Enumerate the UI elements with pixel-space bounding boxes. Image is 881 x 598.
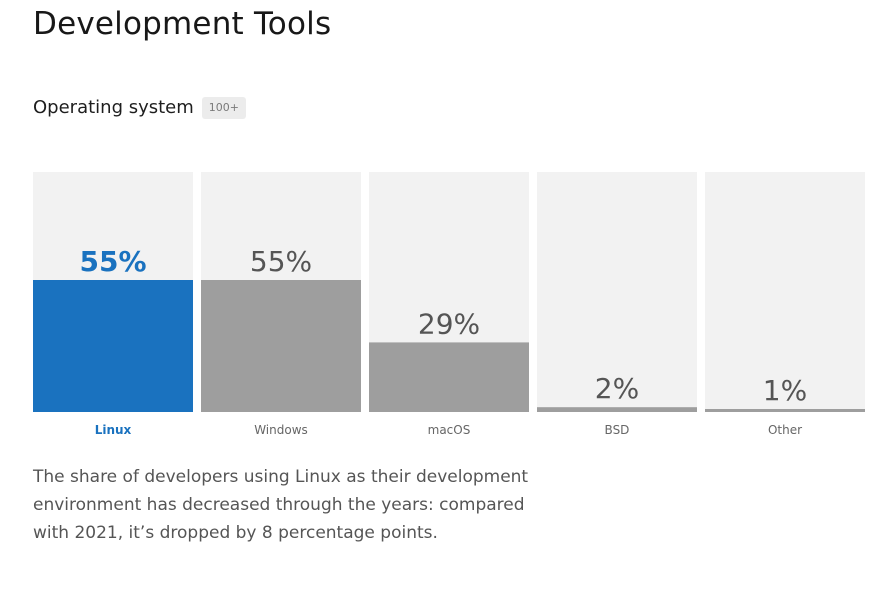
bar-bsd — [537, 407, 697, 412]
chart-description: The share of developers using Linux as t… — [33, 467, 529, 543]
value-label-macos: 29% — [418, 307, 480, 340]
category-label-bsd: BSD — [605, 423, 630, 437]
bar-linux — [33, 280, 193, 412]
value-label-other: 1% — [763, 374, 807, 407]
section-header: Operating system 100+ — [33, 95, 247, 121]
operating-system-bar-chart: 55% Linux 55% Windows 29% macOS 2% BSD 1% Other — [33, 172, 865, 437]
bar-track-bsd — [537, 172, 697, 412]
category-label-windows: Windows — [254, 423, 308, 437]
bar-other — [705, 409, 865, 412]
category-label-other: Other — [768, 423, 802, 437]
value-label-windows: 55% — [250, 245, 312, 278]
page-title: Development Tools — [33, 6, 332, 42]
section-title: Operating system — [33, 97, 194, 118]
value-label-bsd: 2% — [595, 372, 639, 405]
category-label-macos: macOS — [428, 423, 471, 437]
category-label-linux: Linux — [95, 423, 132, 437]
bar-macos — [369, 342, 529, 412]
respondent-count-badge: 100+ — [201, 97, 247, 119]
bar-windows — [201, 280, 361, 412]
bar-track-other — [705, 172, 865, 412]
value-label-linux: 55% — [79, 245, 146, 278]
